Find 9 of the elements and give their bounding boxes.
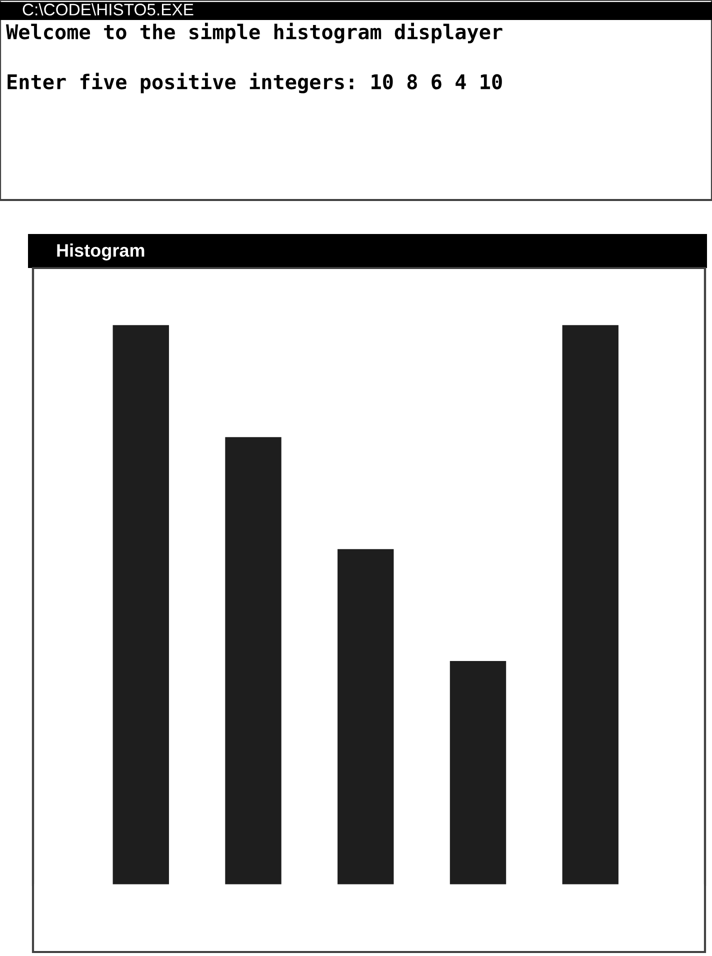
bar xyxy=(112,325,169,885)
bar xyxy=(450,661,506,885)
text: Enter five positive integers: 10 8 6 4 10 xyxy=(8,72,502,94)
bar xyxy=(338,549,394,885)
text: Welcome to the simple histogram displayer xyxy=(6,22,502,44)
text: C:\CODE\HISTO5.EXE xyxy=(22,3,194,16)
bar xyxy=(562,325,618,885)
chart-title: Histogram xyxy=(57,244,144,260)
bar xyxy=(225,437,282,885)
